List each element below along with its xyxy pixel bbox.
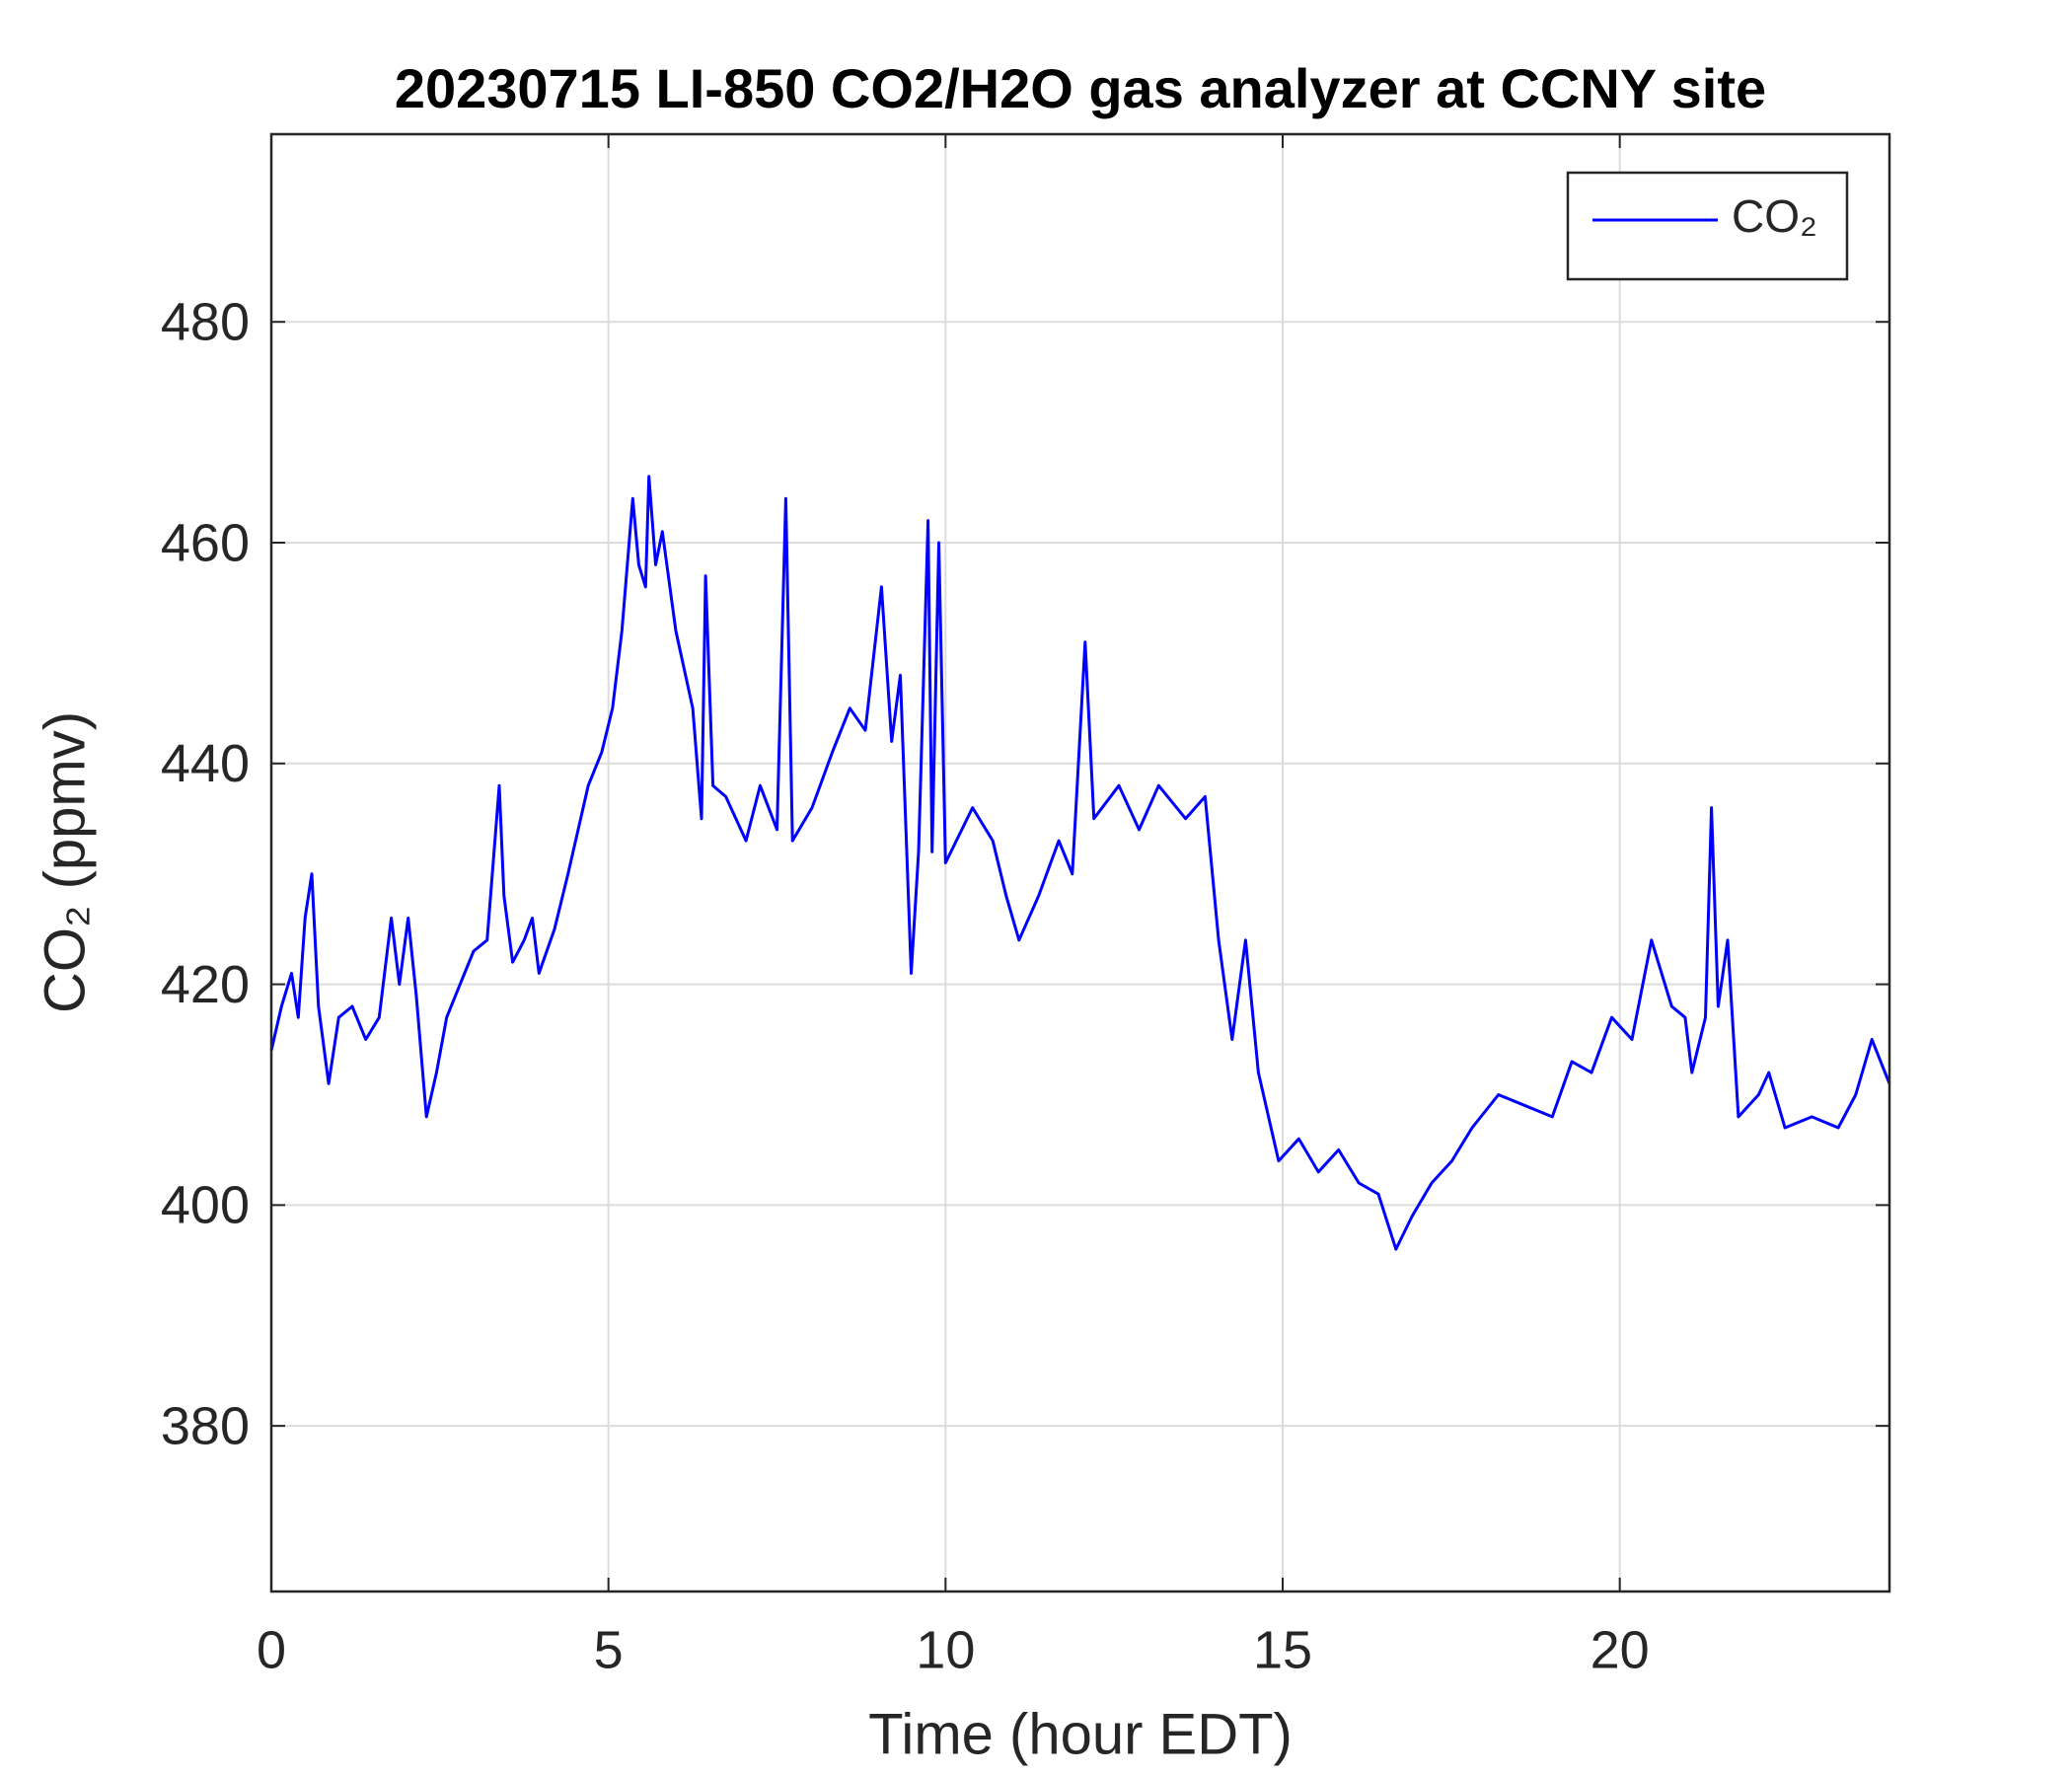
chart-title: 20230715 LI-850 CO2/H2O gas analyzer at …: [395, 57, 1766, 119]
y-tick-label: 480: [161, 292, 250, 351]
legend-label: CO₂: [1732, 190, 1817, 242]
x-tick-label: 15: [1253, 1620, 1312, 1679]
x-tick-label: 10: [916, 1620, 975, 1679]
legend-box: [1566, 171, 1849, 281]
x-tick-label: 20: [1591, 1620, 1650, 1679]
x-tick-label: 5: [594, 1620, 624, 1679]
plot-frame: [269, 132, 1891, 1593]
y-tick-label: 440: [161, 734, 250, 793]
data-line: [269, 475, 1891, 1251]
x-tick-label: 0: [257, 1620, 286, 1679]
y-axis-label: CO₂ (ppmv): [33, 711, 97, 1013]
x-axis-label: Time (hour EDT): [868, 1702, 1293, 1766]
y-tick-label: 460: [161, 513, 250, 572]
y-tick-label: 400: [161, 1176, 250, 1235]
y-tick-label: 420: [161, 955, 250, 1014]
y-tick-label: 380: [161, 1396, 250, 1455]
